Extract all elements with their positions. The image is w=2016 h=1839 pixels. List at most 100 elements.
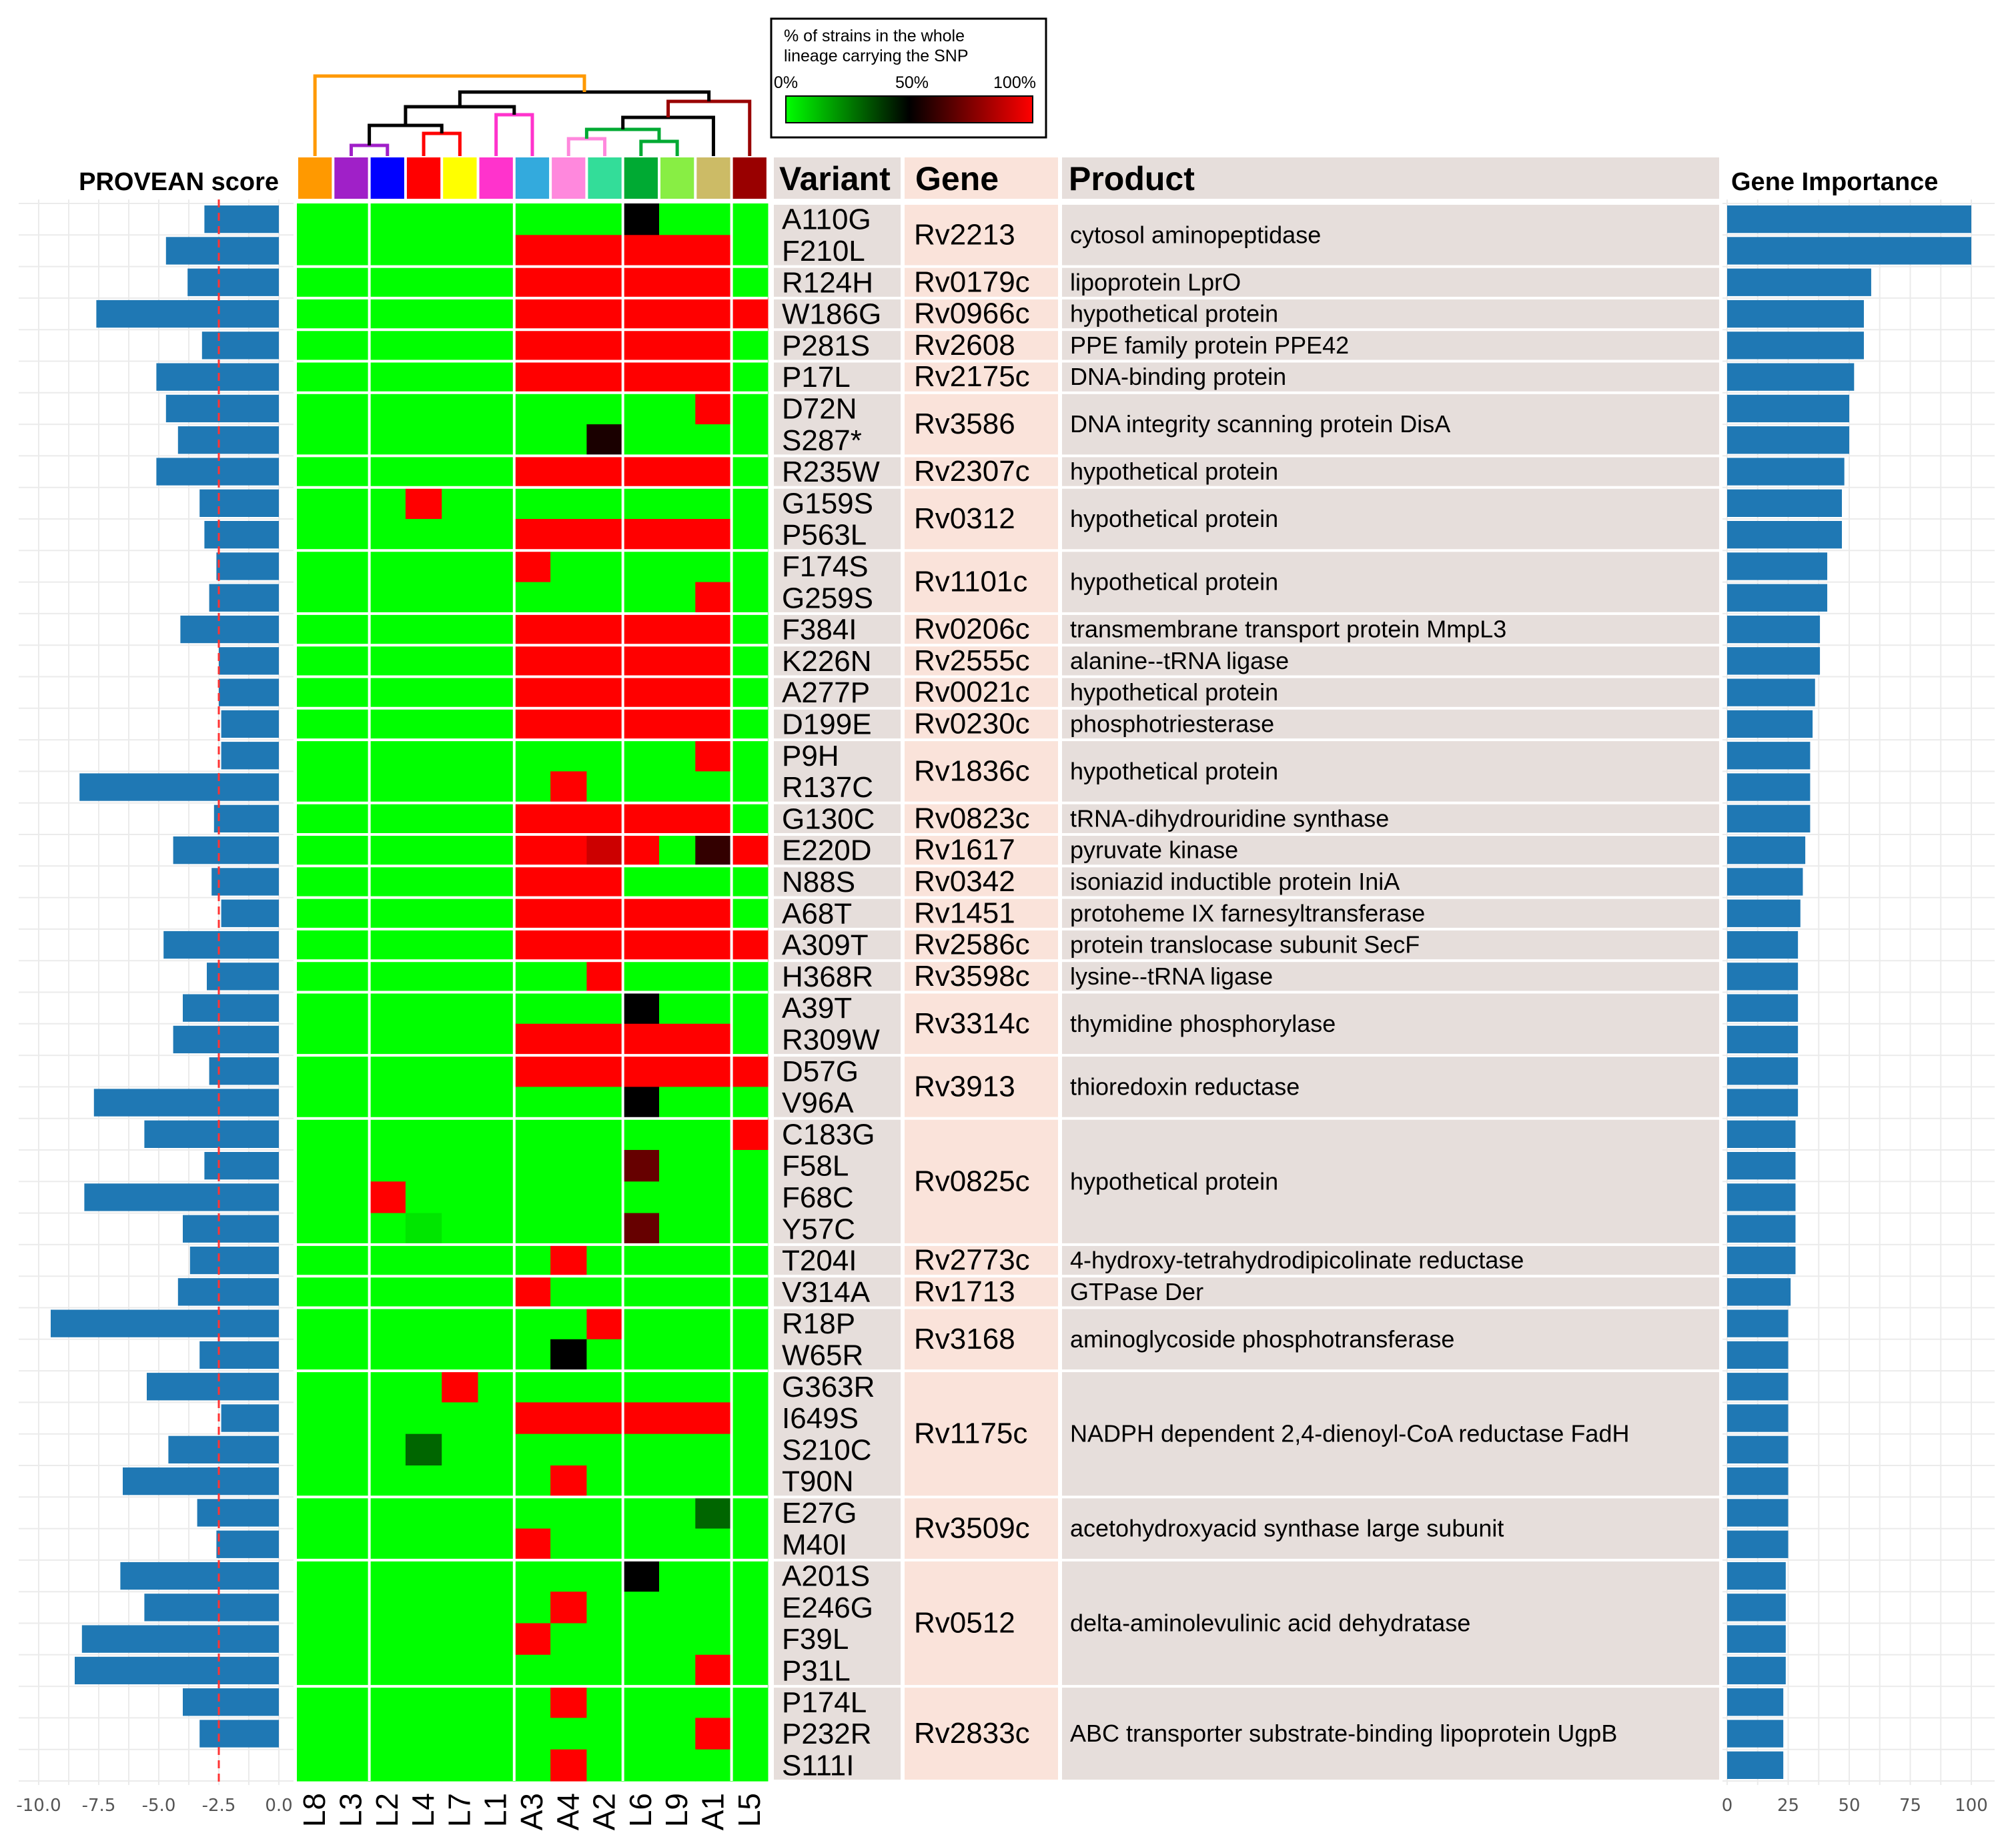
- heatmap-cell: [622, 203, 660, 235]
- variant-label: R235W: [782, 456, 880, 488]
- variant-label: N88S: [782, 866, 855, 898]
- importance-bar: [1727, 1751, 1784, 1779]
- heatmap-cell: [333, 1118, 370, 1151]
- heatmap-cell: [297, 1497, 334, 1529]
- heatmap-cell: [405, 897, 442, 930]
- heatmap-cell: [695, 235, 732, 267]
- heatmap-cell: [659, 519, 696, 551]
- heatmap-cell: [442, 929, 479, 961]
- heatmap-cell: [695, 802, 732, 835]
- heatmap-cell: [586, 1213, 624, 1245]
- heatmap-cell: [659, 1118, 696, 1151]
- color-legend: % of strains in the whole lineage carryi…: [770, 17, 1047, 139]
- heatmap-cell: [333, 1307, 370, 1340]
- provean-bar: [173, 836, 279, 864]
- heatmap-cell: [442, 1623, 479, 1656]
- heatmap-cell: [586, 1150, 624, 1182]
- importance-bar: [1727, 1152, 1796, 1180]
- heatmap-cell: [586, 1686, 624, 1718]
- heatmap-cell: [514, 1181, 551, 1214]
- gene-product: ABC transporter substrate-binding lipopr…: [1070, 1720, 1617, 1747]
- gene-cell-bg: [905, 804, 1058, 833]
- heatmap-cell: [333, 392, 370, 425]
- variant-cell-bg: [774, 1372, 901, 1496]
- heatmap-cell: [659, 487, 696, 520]
- variant-cell-bg: [774, 205, 901, 265]
- heatmap-cell: [659, 1528, 696, 1561]
- heatmap-cell: [659, 1213, 696, 1245]
- lineage-label: A1: [695, 1793, 730, 1830]
- heatmap-cell: [369, 613, 406, 646]
- heatmap-cell: [622, 1528, 660, 1561]
- heatmap-cell: [333, 1276, 370, 1309]
- heatmap-cell: [369, 1497, 406, 1529]
- variant-label: F210L: [782, 235, 865, 267]
- heatmap-cell: [405, 1371, 442, 1403]
- heatmap-cell: [695, 1402, 732, 1435]
- heatmap-cell: [731, 897, 769, 930]
- heatmap-cell: [586, 235, 624, 267]
- heatmap-cell: [478, 1244, 515, 1277]
- heatmap-cell: [731, 330, 769, 362]
- provean-bar: [204, 521, 279, 549]
- heatmap-cell: [297, 708, 334, 740]
- heatmap-cell: [405, 1150, 442, 1182]
- variant-cell-bg: [774, 614, 901, 644]
- provean-bar: [204, 205, 279, 233]
- heatmap-cell: [442, 1023, 479, 1056]
- heatmap-cell: [695, 929, 732, 961]
- gene-product: phosphotriesterase: [1070, 710, 1274, 737]
- gene-name: Rv3509c: [914, 1512, 1030, 1545]
- product-header-bg: [1062, 157, 1719, 199]
- heatmap-cell: [695, 1718, 732, 1750]
- heatmap-cell: [297, 961, 334, 993]
- gene-product: aminoglycoside phosphotransferase: [1070, 1325, 1454, 1353]
- heatmap-cell: [622, 708, 660, 740]
- heatmap-cell: [297, 1150, 334, 1182]
- heatmap-cell: [695, 1592, 732, 1624]
- heatmap-cell: [333, 361, 370, 394]
- heatmap-cell: [297, 519, 334, 551]
- heatmap-cell: [478, 708, 515, 740]
- heatmap-cell: [659, 802, 696, 835]
- variant-label: R124H: [782, 266, 873, 299]
- heatmap-cell: [405, 1433, 442, 1466]
- heatmap-cell: [586, 392, 624, 425]
- heatmap-cell: [659, 266, 696, 299]
- heatmap-cell: [514, 1497, 551, 1529]
- heatmap-cell: [333, 550, 370, 583]
- variant-label: M40I: [782, 1528, 847, 1561]
- variant-label: V96A: [782, 1087, 854, 1119]
- variant-label: P563L: [782, 519, 867, 552]
- heatmap-cell: [659, 740, 696, 772]
- heatmap-cell: [369, 992, 406, 1025]
- heatmap-cell: [405, 1055, 442, 1087]
- heatmap-cell: [550, 740, 587, 772]
- heatmap-cell: [333, 1339, 370, 1371]
- provean-bar: [183, 1688, 279, 1716]
- heatmap-cell: [695, 203, 732, 235]
- variant-cell-bg: [774, 741, 901, 802]
- heatmap-cell: [369, 1686, 406, 1718]
- heatmap-cell: [695, 1181, 732, 1214]
- provean-bar: [221, 899, 279, 927]
- importance-bar: [1727, 205, 1971, 233]
- heatmap-cell: [695, 1307, 732, 1340]
- lineage-color-box: [588, 157, 622, 199]
- provean-bar: [81, 1625, 280, 1653]
- heatmap-cell: [659, 297, 696, 330]
- heatmap-cell: [297, 203, 334, 235]
- importance-bar: [1727, 363, 1855, 391]
- heatmap-cell: [695, 1371, 732, 1403]
- gene-product: tRNA-dihydrouridine synthase: [1070, 804, 1389, 832]
- gene-product: acetohydroxyacid synthase large subunit: [1070, 1515, 1504, 1542]
- heatmap-cell: [369, 961, 406, 993]
- heatmap-cell: [550, 1497, 587, 1529]
- heatmap-cell: [622, 519, 660, 551]
- heatmap-cell: [731, 676, 769, 709]
- gene-name: Rv2307c: [914, 455, 1030, 488]
- gene-product: hypothetical protein: [1070, 505, 1278, 532]
- heatmap-cell: [550, 1623, 587, 1656]
- importance-tick-label: 50: [1838, 1796, 1860, 1816]
- heatmap-cell: [514, 1307, 551, 1340]
